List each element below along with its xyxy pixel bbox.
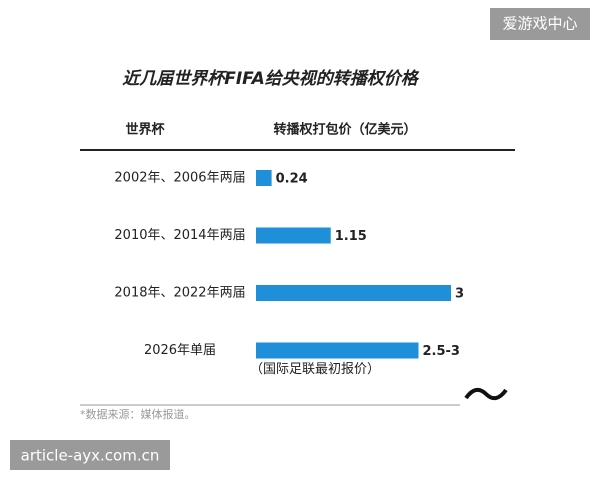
watermark-box [490, 8, 590, 40]
chart-title: 近几届世界杯FIFA给央视的转播权价格 [122, 69, 420, 89]
category-label: 2010年、2014年两届 [114, 228, 245, 243]
logo-mark [464, 387, 508, 401]
watermark: article-ayx.com.cn [21, 447, 160, 465]
bar [256, 227, 331, 244]
bar [256, 342, 419, 359]
note: （国际足联最初报价） [250, 362, 380, 377]
value-label: 3 [455, 287, 464, 302]
value-header: 转播权打包价（亿美元） [273, 122, 416, 138]
value-label: 2.5-3 [423, 344, 460, 359]
category-label: 2018年、2022年两届 [114, 286, 245, 301]
source: *数据来源：媒体报道。 [80, 407, 196, 421]
category-header: 世界杯 [125, 122, 165, 138]
value-label: 0.24 [276, 172, 308, 187]
category-label: 2026年单届 [144, 343, 216, 358]
value-label: 1.15 [335, 229, 367, 244]
bar [256, 285, 451, 301]
watermark-box [10, 440, 170, 470]
logo [464, 387, 508, 401]
watermark: 爱游戏中心 [502, 15, 577, 33]
bar [256, 170, 272, 186]
category-label: 2002年、2006年两届 [114, 171, 245, 186]
